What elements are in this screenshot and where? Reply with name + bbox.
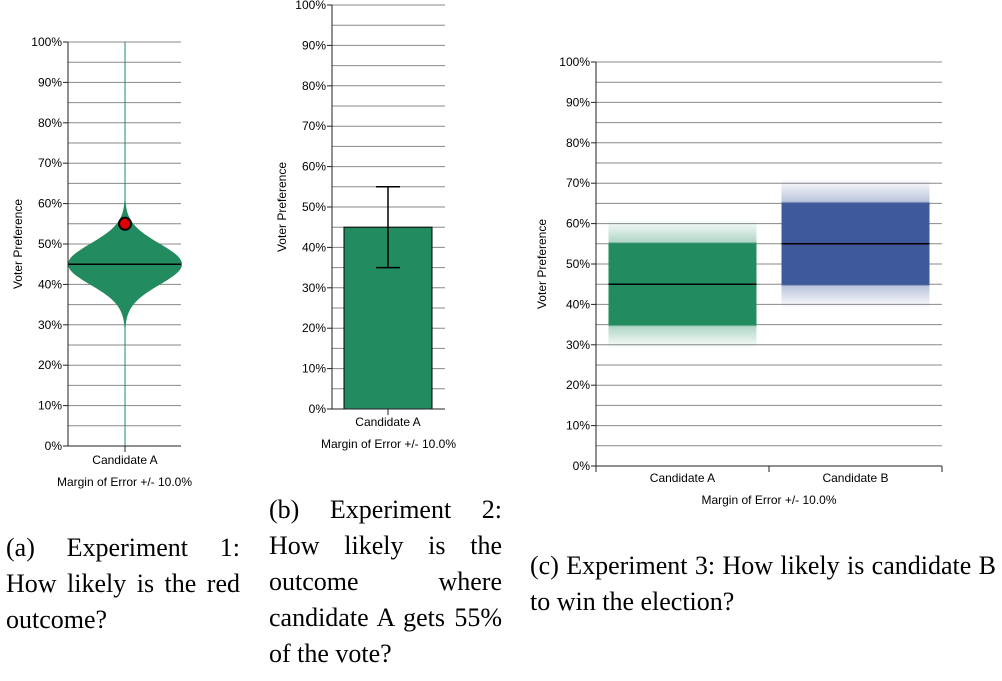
- y-tick-label: 20%: [38, 358, 62, 372]
- category-label: Candidate A: [92, 453, 157, 467]
- y-tick-label: 40%: [566, 297, 590, 311]
- red-outcome-dot: [118, 216, 132, 231]
- y-tick-label: 20%: [302, 321, 326, 335]
- y-tick-label: 60%: [566, 217, 590, 231]
- y-tick-label: 40%: [302, 240, 326, 254]
- category-label: Candidate A: [355, 415, 420, 429]
- category-label: Candidate B: [822, 471, 888, 485]
- y-tick-label: 100%: [31, 35, 62, 49]
- chart-a: 0% 10% 20% 30% 40% 50% 60% 70% 80% 90% 100% Candida…: [11, 35, 192, 489]
- y-tick-label: 90%: [566, 95, 590, 109]
- caption-experiment-1: (a) Experiment 1: How likely is the red …: [6, 533, 240, 634]
- caption-experiment-2: (b) Experiment 2: How likely is the outc…: [269, 495, 502, 668]
- y-tick-label: 70%: [302, 119, 326, 133]
- y-tick-label: 60%: [302, 160, 326, 174]
- y-tick-label: 30%: [302, 281, 326, 295]
- y-axis-label: Voter Preference: [535, 219, 549, 309]
- y-tick-label: 70%: [38, 156, 62, 170]
- x-axis-label: Margin of Error +/- 10.0%: [321, 437, 456, 451]
- y-tick-label: 10%: [38, 399, 62, 413]
- y-tick-label: 100%: [559, 55, 590, 69]
- x-axis-label: Margin of Error +/- 10.0%: [701, 493, 836, 507]
- x-axis-label: Margin of Error +/- 10.0%: [57, 475, 192, 489]
- caption-experiment-3: (c) Experiment 3: How likely is candidat…: [530, 551, 996, 616]
- y-tick-label: 100%: [295, 0, 326, 12]
- y-axis-label: Voter Preference: [11, 199, 25, 289]
- y-tick-label: 30%: [38, 318, 62, 332]
- y-tick-label: 0%: [45, 439, 63, 453]
- y-tick-label: 60%: [38, 197, 62, 211]
- y-tick-label: 10%: [566, 419, 590, 433]
- y-tick-label: 70%: [566, 176, 590, 190]
- y-tick-label: 40%: [38, 277, 62, 291]
- category-label: Candidate A: [650, 471, 715, 485]
- y-tick-label: 50%: [566, 257, 590, 271]
- y-tick-label: 90%: [38, 75, 62, 89]
- y-tick-label: 50%: [38, 237, 62, 251]
- y-tick-label: 80%: [566, 136, 590, 150]
- chart-b: 0% 10% 20% 30% 40% 50% 60% 70% 80% 90% 100% Candida…: [275, 0, 456, 451]
- y-tick-label: 80%: [38, 116, 62, 130]
- y-tick-label: 30%: [566, 338, 590, 352]
- y-tick-label: 90%: [302, 38, 326, 52]
- y-axis-label: Voter Preference: [275, 162, 289, 252]
- y-tick-label: 0%: [573, 459, 591, 473]
- y-tick-label: 10%: [302, 362, 326, 376]
- chart-c: 0% 10% 20% 30% 40% 50% 60% 70% 80% 90% 100% Candida…: [535, 55, 943, 507]
- y-tick-label: 20%: [566, 378, 590, 392]
- y-tick-label: 80%: [302, 79, 326, 93]
- y-tick-label: 50%: [302, 200, 326, 214]
- y-tick-label: 0%: [309, 402, 327, 416]
